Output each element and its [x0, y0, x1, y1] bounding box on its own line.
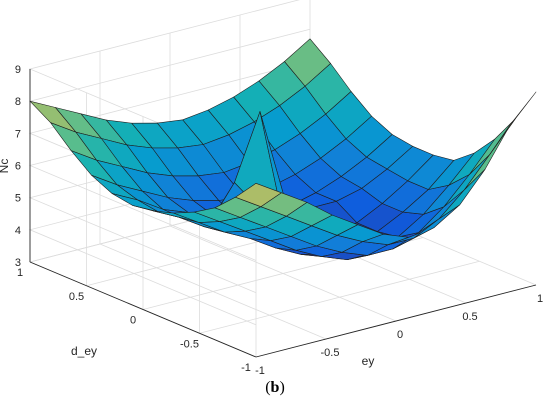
z-tick-label: 8	[15, 96, 21, 108]
x-axis-label: ey	[362, 354, 375, 368]
y-axis-line	[29, 261, 257, 358]
caption-open-paren: (	[265, 379, 271, 396]
z-tick-label: 3	[15, 257, 21, 269]
gridline-y-floor	[199, 260, 480, 334]
z-tick-label: 6	[15, 161, 21, 173]
x-tick-label: 1	[537, 293, 543, 305]
z-tick-label: 5	[15, 193, 21, 205]
x-tick-label: 0.5	[462, 311, 477, 323]
x-axis-line	[255, 284, 537, 358]
y-tick-label: 0	[130, 315, 136, 327]
x-tick-label: -1	[255, 365, 265, 377]
y-tick-label: 1	[17, 267, 23, 279]
axis-labels: ey d_ey Nc	[0, 159, 374, 368]
y-tick-label: -1	[241, 362, 251, 374]
surface-patch	[489, 91, 537, 155]
z-tick-label: 4	[15, 225, 21, 237]
z-axis-label: Nc	[0, 159, 11, 174]
surface	[29, 38, 537, 261]
y-axis-label: d_ey	[71, 344, 97, 358]
y-tick-label: -0.5	[180, 338, 199, 350]
x-tick-label: 0	[397, 329, 403, 341]
z-tick-label: 9	[15, 64, 21, 76]
y-tick-label: 0.5	[69, 291, 84, 303]
x-tick-label: -0.5	[321, 347, 340, 359]
caption-letter: b	[270, 379, 280, 396]
z-tick-label: 7	[15, 128, 21, 140]
caption-close-paren: )	[279, 379, 285, 396]
figure-caption: (b)	[0, 379, 550, 397]
